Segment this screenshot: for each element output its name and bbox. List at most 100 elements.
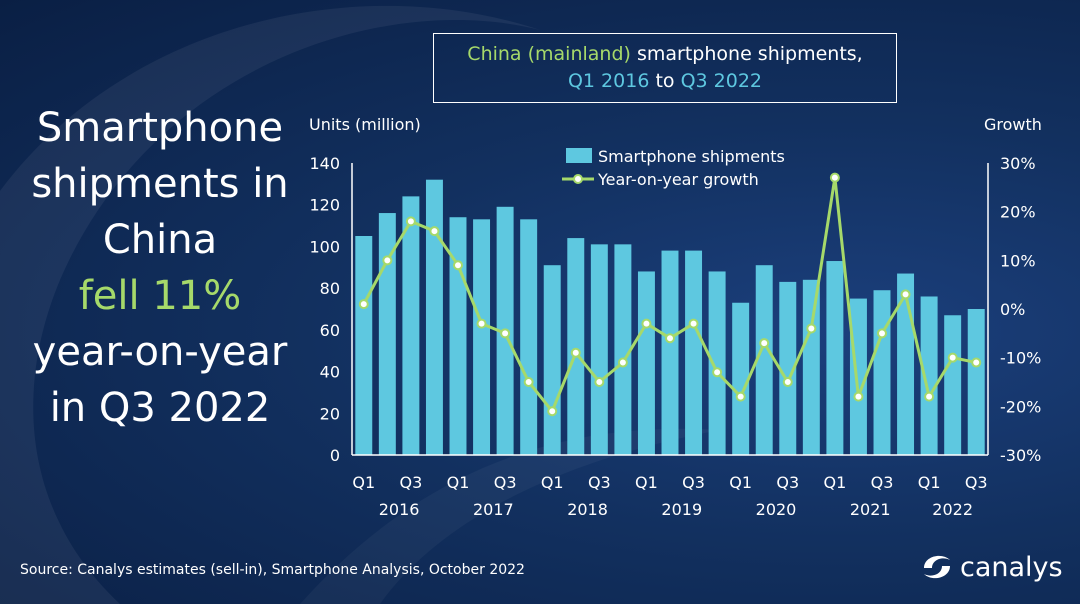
y-right-tick-label: 10% — [1000, 251, 1036, 270]
growth-point — [829, 172, 840, 183]
growth-point — [429, 226, 440, 237]
growth-point — [853, 391, 864, 402]
y-left-tick-label: 20 — [320, 404, 340, 423]
x-tick-label: Q1 — [823, 473, 846, 492]
x-tick-label: Q3 — [871, 473, 894, 492]
y-right-tick-label: 0% — [1000, 300, 1025, 319]
y-left-tick-label: 40 — [320, 363, 340, 382]
x-tick-label: Q1 — [729, 473, 752, 492]
growth-point — [617, 357, 628, 368]
headline-line-2: shipments in — [31, 161, 289, 207]
y-left-tick-label: 60 — [320, 321, 340, 340]
y-axis-right-title: Growth — [984, 115, 1042, 134]
growth-point — [877, 328, 887, 339]
headline-highlight: fell 11% — [78, 273, 242, 319]
growth-point — [759, 338, 770, 349]
y-right-tick-label: -30% — [1000, 446, 1041, 465]
growth-point — [382, 255, 393, 266]
headline: Smartphone shipments in China fell 11% y… — [10, 100, 310, 436]
shipment-bar — [590, 244, 608, 455]
x-tick-label: Q1 — [918, 473, 941, 492]
shipment-bar — [355, 236, 373, 455]
legend-bar-label: Smartphone shipments — [598, 147, 785, 166]
x-year-label: 2022 — [932, 500, 973, 519]
x-year-label: 2020 — [756, 500, 797, 519]
shipment-bar — [425, 179, 443, 455]
growth-point — [712, 367, 723, 378]
x-year-label: 2019 — [661, 500, 702, 519]
x-tick-label: Q1 — [352, 473, 375, 492]
shipment-bar — [849, 298, 867, 455]
shipment-bar — [755, 265, 773, 455]
canalys-logo-text: canalys — [960, 551, 1063, 583]
shipment-bar — [473, 219, 491, 455]
growth-point — [782, 377, 793, 387]
y-right-tick-label: 20% — [1000, 203, 1036, 222]
y-left-tick-label: 0 — [330, 446, 340, 465]
growth-point — [688, 318, 699, 329]
y-right-tick-label: -10% — [1000, 349, 1041, 368]
title-subject: smartphone shipments, — [636, 43, 863, 65]
growth-point — [806, 323, 817, 334]
x-year-label: 2018 — [567, 500, 608, 519]
y-left-tick-label: 140 — [309, 154, 340, 173]
shipment-bar — [826, 261, 844, 455]
growth-point — [523, 377, 534, 387]
shipment-bar — [402, 196, 420, 455]
headline-line-6: in Q3 2022 — [49, 385, 271, 431]
shipment-bar — [449, 217, 467, 455]
growth-point — [665, 333, 675, 344]
x-tick-label: Q3 — [965, 473, 988, 492]
x-year-label: 2017 — [473, 500, 514, 519]
headline-line-1: Smartphone — [36, 105, 284, 151]
y-left-tick-label: 120 — [309, 196, 340, 215]
canalys-logo: canalys — [920, 548, 1063, 586]
growth-point — [735, 391, 746, 402]
shipment-bar — [543, 265, 561, 455]
shipment-bar — [873, 290, 891, 455]
legend-bar-swatch — [566, 148, 592, 163]
legend-line-marker — [573, 174, 583, 184]
growth-point — [641, 318, 652, 329]
shipment-bar — [661, 250, 679, 455]
x-tick-label: Q3 — [776, 473, 799, 492]
shipment-bar — [944, 315, 962, 455]
canalys-logo-icon — [924, 555, 950, 579]
title-region: China (mainland) — [467, 43, 631, 65]
growth-point — [971, 357, 982, 368]
headline-line-3: China — [102, 217, 218, 263]
growth-point — [924, 391, 935, 402]
shipment-bar — [779, 281, 797, 455]
growth-point — [594, 377, 605, 387]
x-tick-label: Q3 — [494, 473, 517, 492]
x-tick-label: Q1 — [635, 473, 658, 492]
y-right-tick-label: -20% — [1000, 397, 1041, 416]
y-right-tick-label: 30% — [1000, 154, 1036, 173]
y-axis-left-title: Units (million) — [309, 115, 421, 134]
growth-point — [358, 299, 369, 310]
x-tick-label: Q3 — [682, 473, 705, 492]
y-left-tick-label: 100 — [309, 237, 340, 256]
title-start-period: Q1 2016 — [567, 70, 650, 92]
shipment-bar — [378, 213, 396, 455]
growth-point — [547, 406, 558, 417]
shipment-bar — [685, 250, 703, 455]
x-tick-label: Q3 — [588, 473, 611, 492]
shipment-bar — [802, 279, 820, 455]
shipment-bar — [614, 244, 632, 455]
x-year-label: 2021 — [850, 500, 891, 519]
growth-point — [476, 318, 487, 329]
y-left-tick-label: 80 — [320, 279, 340, 298]
growth-point — [570, 347, 581, 358]
shipment-bar — [920, 296, 938, 455]
growth-point — [405, 216, 416, 227]
shipment-bar — [520, 219, 538, 455]
title-to: to — [655, 70, 675, 92]
shipment-bar — [708, 271, 726, 455]
x-year-label: 2016 — [379, 500, 420, 519]
x-tick-label: Q1 — [447, 473, 470, 492]
shipment-bar — [637, 271, 655, 455]
title-end-period: Q3 2022 — [680, 70, 763, 92]
